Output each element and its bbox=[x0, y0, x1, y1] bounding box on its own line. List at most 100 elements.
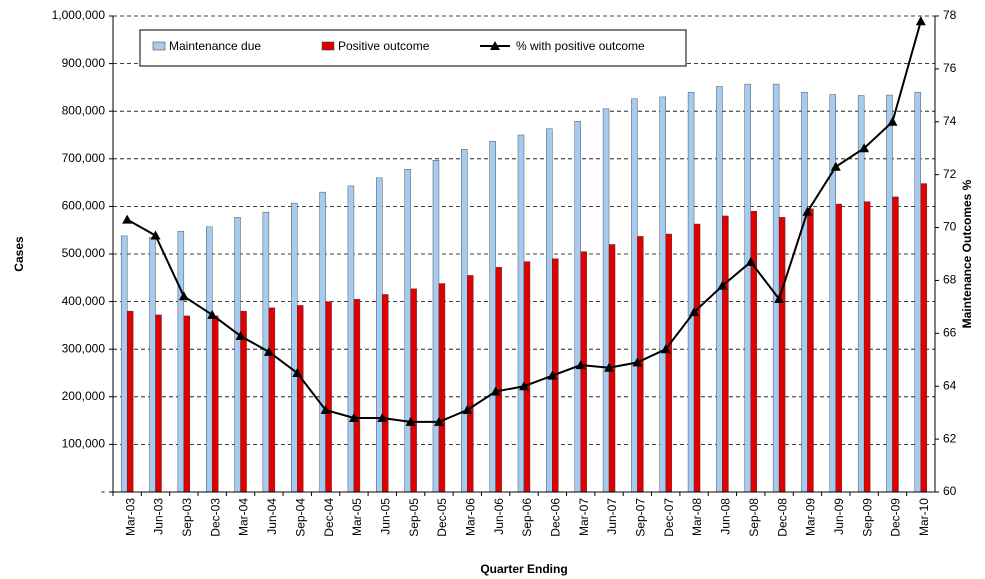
x-tick-label: Sep-08 bbox=[747, 498, 761, 537]
bar bbox=[523, 261, 531, 493]
bar bbox=[517, 134, 525, 493]
bar bbox=[438, 283, 446, 493]
bar bbox=[432, 160, 440, 493]
bar bbox=[212, 315, 219, 493]
bar bbox=[722, 215, 729, 493]
legend-marker bbox=[490, 41, 500, 50]
y-tick-label: 100,000 bbox=[62, 437, 106, 451]
bar bbox=[376, 177, 383, 493]
bar bbox=[631, 98, 638, 493]
legend-box bbox=[139, 29, 687, 67]
bar bbox=[319, 191, 326, 493]
bar bbox=[206, 226, 213, 493]
bar bbox=[835, 203, 842, 493]
y-tick-label: 800,000 bbox=[62, 103, 106, 117]
x-tick-label: Sep-04 bbox=[293, 498, 307, 537]
marker bbox=[774, 293, 785, 303]
bar bbox=[120, 235, 128, 493]
bar bbox=[489, 140, 496, 493]
marker bbox=[235, 330, 246, 340]
bar bbox=[863, 201, 871, 493]
y-tick-label: 400,000 bbox=[62, 294, 106, 308]
x-tick-label: Jun-03 bbox=[152, 498, 166, 535]
y2-tick-label: 76 bbox=[943, 61, 957, 75]
y-tick-label: 1,000,000 bbox=[52, 8, 106, 22]
marker bbox=[377, 412, 388, 422]
x-tick-label: Jun-08 bbox=[719, 498, 733, 535]
bar bbox=[801, 91, 808, 493]
bar bbox=[857, 95, 865, 493]
y-tick-label: 300,000 bbox=[62, 341, 106, 355]
x-tick-label: Dec-07 bbox=[662, 498, 676, 537]
y2-axis-label: Maintenance Outcomes % bbox=[960, 179, 974, 328]
bar bbox=[382, 294, 389, 493]
x-tick-label: Mar-09 bbox=[804, 498, 818, 536]
x-tick-label: Jun-07 bbox=[605, 498, 619, 535]
marker bbox=[462, 405, 473, 415]
marker bbox=[887, 116, 898, 126]
marker bbox=[320, 405, 331, 415]
y-tick-label: 700,000 bbox=[62, 151, 106, 165]
y2-tick-label: 72 bbox=[943, 167, 957, 181]
marker bbox=[405, 416, 416, 426]
bar bbox=[687, 91, 695, 493]
x-tick-label: Dec-05 bbox=[435, 498, 449, 537]
legend-swatch bbox=[321, 41, 335, 51]
marker bbox=[150, 230, 161, 240]
y-tick-label: 900,000 bbox=[62, 56, 106, 70]
x-tick-label: Jun-05 bbox=[378, 498, 392, 535]
bar bbox=[659, 96, 666, 493]
marker bbox=[575, 360, 586, 370]
marker bbox=[433, 416, 444, 426]
legend-label: Maintenance due bbox=[169, 39, 261, 53]
legend-swatch bbox=[152, 41, 166, 51]
x-tick-label: Mar-06 bbox=[463, 498, 477, 536]
bar bbox=[291, 202, 298, 493]
bar bbox=[410, 288, 417, 493]
bar bbox=[750, 210, 757, 493]
marker bbox=[348, 412, 359, 422]
bar bbox=[325, 301, 332, 493]
bar bbox=[297, 305, 304, 493]
x-tick-label: Mar-04 bbox=[237, 498, 251, 536]
x-tick-label: Jun-04 bbox=[265, 498, 279, 535]
bar bbox=[574, 120, 581, 493]
y2-tick-label: 62 bbox=[943, 431, 957, 445]
marker bbox=[547, 370, 558, 380]
y2-tick-label: 64 bbox=[943, 378, 957, 392]
x-tick-label: Mar-03 bbox=[123, 498, 137, 536]
bar bbox=[149, 237, 156, 493]
marker bbox=[830, 161, 841, 171]
y-tick-label: 600,000 bbox=[62, 199, 106, 213]
x-tick-label: Mar-08 bbox=[690, 498, 704, 536]
x-tick-label: Sep-06 bbox=[520, 498, 534, 537]
x-tick-label: Sep-05 bbox=[407, 498, 421, 537]
legend-label: Positive outcome bbox=[338, 39, 430, 53]
marker bbox=[207, 309, 218, 319]
x-tick-label: Sep-09 bbox=[860, 498, 874, 537]
bar bbox=[778, 217, 786, 493]
marker bbox=[717, 280, 728, 290]
bar bbox=[467, 275, 474, 493]
marker bbox=[178, 291, 189, 301]
legend-label: % with positive outcome bbox=[516, 39, 645, 53]
marker bbox=[689, 307, 700, 317]
bar bbox=[183, 315, 191, 493]
x-tick-label: Dec-03 bbox=[208, 498, 222, 537]
bar bbox=[772, 83, 780, 493]
x-tick-label: Dec-04 bbox=[322, 498, 336, 537]
x-tick-label: Mar-07 bbox=[577, 498, 591, 536]
marker bbox=[859, 143, 870, 153]
bar bbox=[155, 314, 162, 493]
x-tick-label: Dec-06 bbox=[549, 498, 563, 537]
bar bbox=[461, 149, 468, 493]
y2-tick-label: 60 bbox=[943, 484, 957, 498]
bar bbox=[234, 217, 241, 493]
x-tick-label: Jun-06 bbox=[492, 498, 506, 535]
bar bbox=[807, 208, 814, 493]
y-tick-label: 200,000 bbox=[62, 389, 106, 403]
y2-tick-label: 66 bbox=[943, 326, 957, 340]
bar bbox=[892, 196, 899, 493]
